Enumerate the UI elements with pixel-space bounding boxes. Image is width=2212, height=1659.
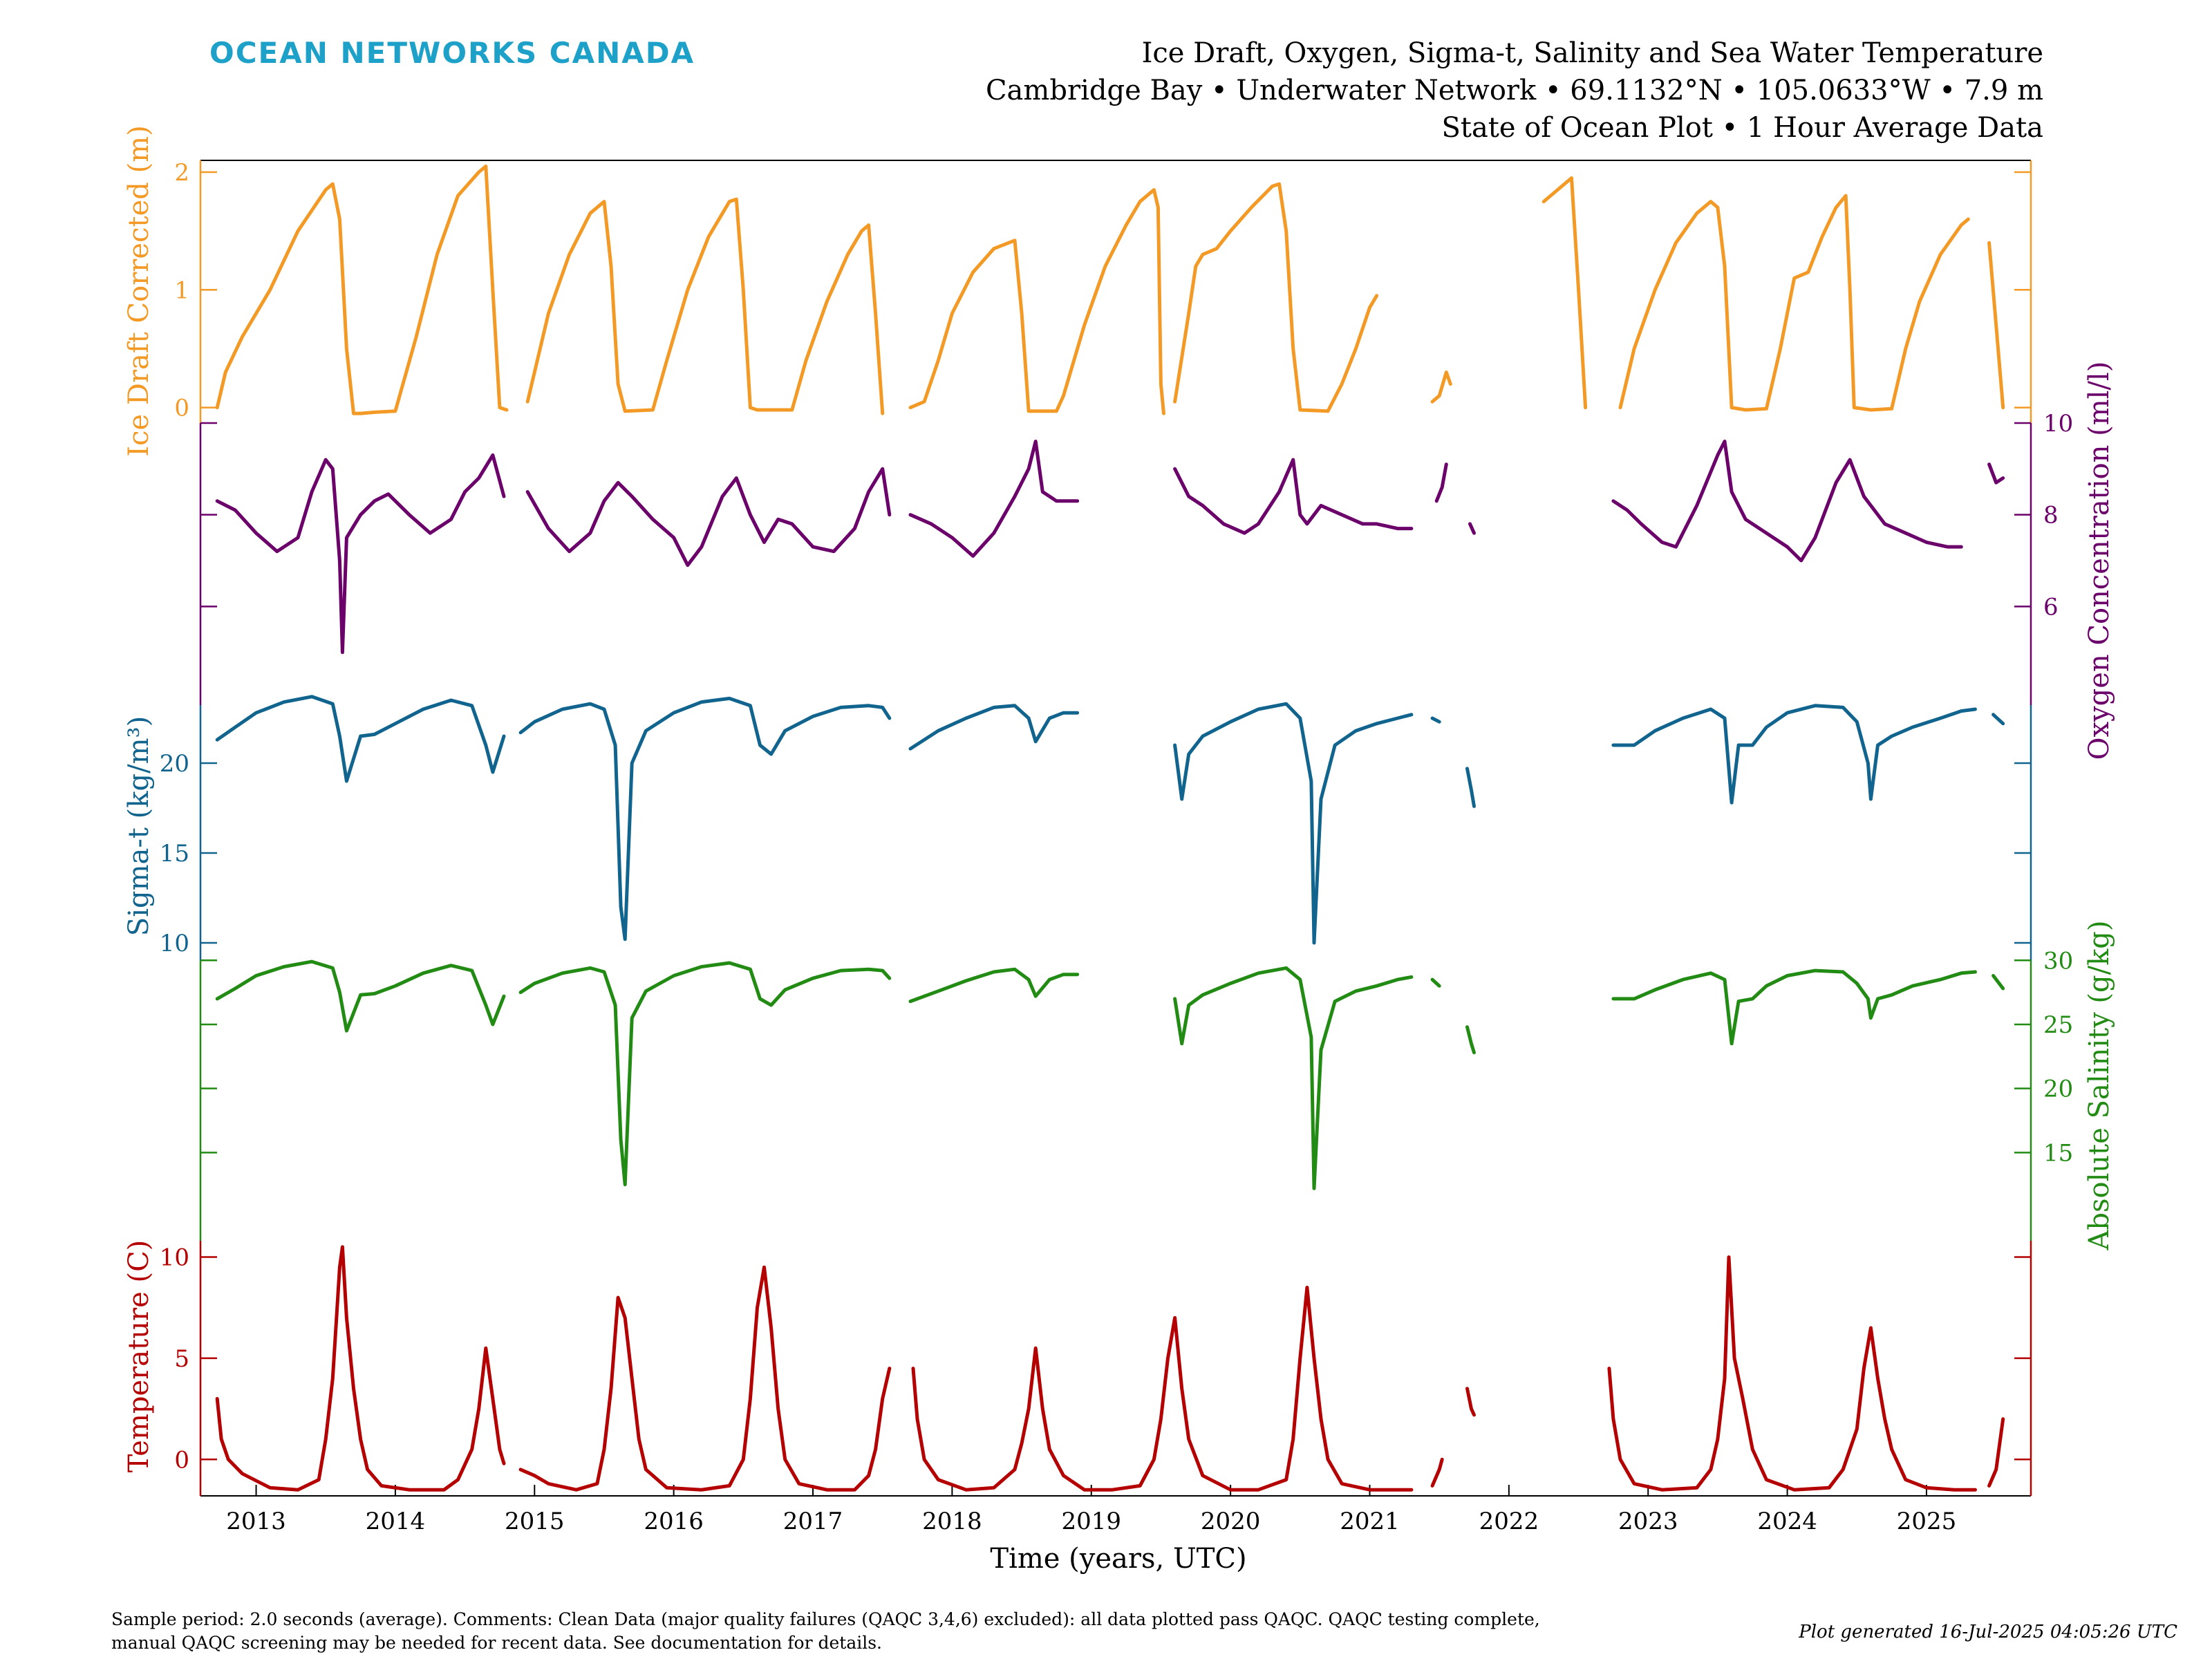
ice-series-segment-5 — [1541, 176, 1588, 410]
x-tick-label-2021: 2021 — [1340, 1508, 1400, 1535]
ice-series-segment-4 — [1430, 371, 1452, 404]
salinity-tick-label-25: 25 — [2043, 1011, 2073, 1039]
oxygen-tick-label-6: 6 — [2043, 593, 2059, 621]
sigma-tick-label-15: 15 — [160, 840, 189, 868]
plot-generated-timestamp: Plot generated 16-Jul-2025 04:05:26 UTC — [1799, 1622, 2177, 1642]
sigma-tick-label-20: 20 — [160, 750, 189, 778]
oxygen-axis-label: Oxygen Concentration (ml/l) — [2083, 362, 2115, 760]
ice-series-segment-0 — [215, 165, 509, 415]
chart-title-line3: State of Ocean Plot • 1 Hour Average Dat… — [1441, 112, 2043, 144]
temperature-series-segment-3 — [1430, 1457, 1444, 1488]
ice-tick-label-1: 1 — [174, 276, 189, 304]
oxygen-series-segment-3 — [1173, 458, 1414, 535]
x-tick-label-2023: 2023 — [1618, 1508, 1678, 1535]
temperature-series-segment-0 — [215, 1245, 506, 1492]
sigma-tick-label-10: 10 — [160, 930, 189, 957]
salinity-tick-label-15: 15 — [2043, 1139, 2073, 1167]
footer-comment-line1: Sample period: 2.0 seconds (average). Co… — [111, 1609, 1540, 1629]
sigma-series-segment-3 — [1173, 702, 1414, 945]
x-tick-label-2024: 2024 — [1757, 1508, 1817, 1535]
chart-title-line2: Cambridge Bay • Underwater Network • 69.… — [985, 75, 2043, 106]
oxygen-tick-label-8: 8 — [2043, 502, 2059, 529]
header-brand: OCEAN NETWORKS CANADA — [209, 36, 695, 70]
footer-comment-line2: manual QAQC screening may be needed for … — [111, 1633, 882, 1653]
x-tick-label-2015: 2015 — [505, 1508, 565, 1535]
ice-tick-label-2: 2 — [174, 159, 189, 187]
ice-series-segment-6 — [1618, 194, 1970, 412]
x-tick-label-2020: 2020 — [1201, 1508, 1261, 1535]
x-tick-label-2022: 2022 — [1479, 1508, 1539, 1535]
salinity-series-segment-7 — [1991, 974, 2005, 991]
x-axis-label: Time (years, UTC) — [990, 1543, 1246, 1575]
temperature-series-segment-2 — [911, 1286, 1414, 1492]
sigma-axis-label: Sigma-t (kg/m³) — [123, 716, 155, 936]
salinity-axis-label: Absolute Salinity (g/kg) — [2083, 920, 2115, 1250]
salinity-series-segment-3 — [1173, 966, 1414, 1190]
ice-tick-label-0: 0 — [174, 395, 189, 422]
label-layer: 2013 2014 2015 2016 2017 2018 2019 2020 2021 2022… — [123, 125, 2115, 1535]
x-tick-label-2013: 2013 — [226, 1508, 286, 1535]
temperature-series-segment-1 — [518, 1265, 892, 1492]
data-layer — [215, 165, 2005, 1492]
ice-series-segment-3 — [1173, 182, 1379, 413]
ice-series-segment-1 — [525, 197, 885, 415]
salinity-series-segment-6 — [1611, 968, 1977, 1046]
oxygen-series-segment-1 — [525, 467, 892, 568]
oxygen-series-segment-7 — [1987, 462, 2005, 485]
salinity-series-segment-2 — [908, 967, 1080, 1004]
x-tick-label-2019: 2019 — [1061, 1508, 1121, 1535]
sigma-series-segment-6 — [1611, 704, 1977, 805]
sigma-series-segment-4 — [1430, 716, 1441, 724]
temperature-tick-label-0: 0 — [174, 1446, 189, 1474]
temperature-series-segment-4 — [1465, 1387, 1476, 1417]
oxygen-series-segment-6 — [1611, 440, 1963, 563]
salinity-series-segment-1 — [518, 961, 892, 1187]
salinity-tick-label-30: 30 — [2043, 947, 2073, 975]
x-tick-label-2018: 2018 — [922, 1508, 982, 1535]
temperature-tick-label-10: 10 — [160, 1244, 189, 1272]
oxygen-series-segment-5 — [1468, 522, 1476, 535]
axes-layer — [199, 160, 2032, 1497]
temperature-series-segment-6 — [1987, 1417, 2005, 1488]
oxygen-series-segment-4 — [1434, 462, 1448, 503]
sigma-series-segment-5 — [1465, 767, 1476, 808]
temperature-series-segment-5 — [1607, 1255, 1977, 1492]
oxygen-series-segment-0 — [215, 453, 506, 655]
x-tick-label-2017: 2017 — [783, 1508, 843, 1535]
x-tick-label-2025: 2025 — [1897, 1508, 1957, 1535]
sigma-series-segment-2 — [908, 704, 1080, 751]
sigma-series-segment-1 — [518, 696, 892, 941]
ice-series-segment-7 — [1987, 241, 2005, 410]
x-tick-label-2014: 2014 — [366, 1508, 426, 1535]
oxygen-tick-label-10: 10 — [2043, 410, 2073, 438]
temperature-axis-label: Temperature (C) — [123, 1240, 155, 1473]
salinity-series-segment-0 — [215, 959, 506, 1033]
salinity-series-segment-5 — [1465, 1025, 1476, 1055]
salinity-series-segment-4 — [1430, 977, 1441, 988]
chart-title-line1: Ice Draft, Oxygen, Sigma-t, Salinity and… — [1141, 37, 2043, 69]
oxygen-series-segment-2 — [908, 440, 1080, 558]
ice-series-segment-2 — [908, 188, 1165, 415]
sigma-series-segment-7 — [1991, 713, 2005, 726]
ice-axis-label: Ice Draft Corrected (m) — [123, 125, 155, 456]
sigma-series-segment-0 — [215, 695, 506, 783]
temperature-tick-label-5: 5 — [174, 1345, 189, 1373]
x-tick-label-2016: 2016 — [644, 1508, 704, 1535]
salinity-tick-label-20: 20 — [2043, 1076, 2073, 1103]
